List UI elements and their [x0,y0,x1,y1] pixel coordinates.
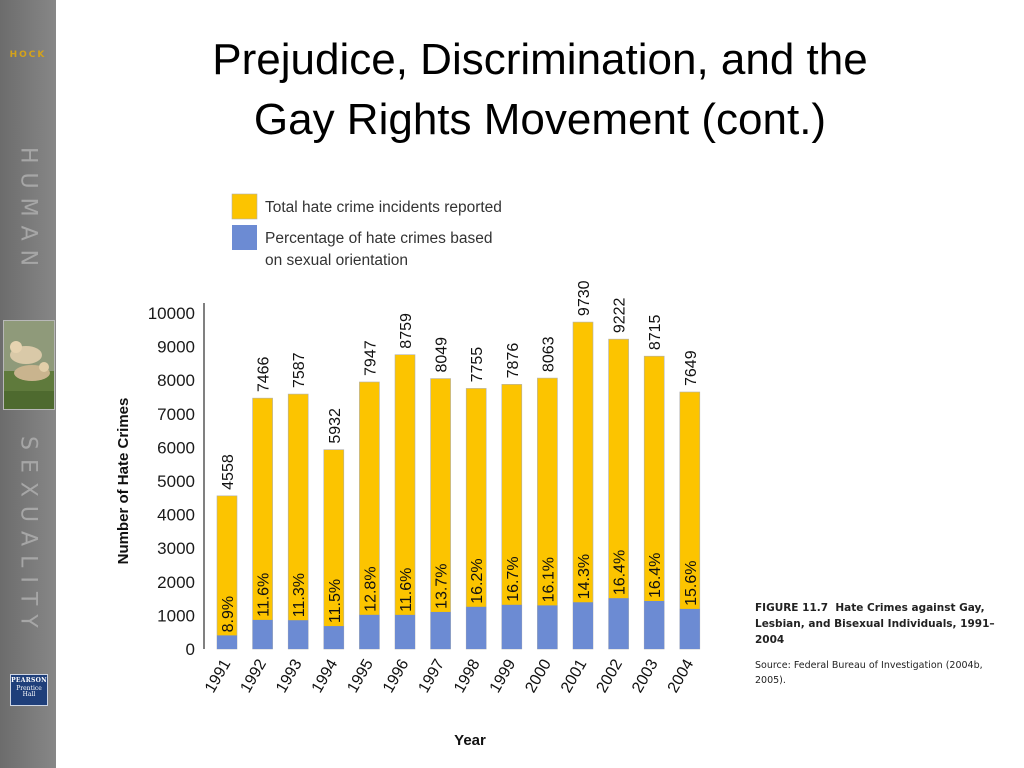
percentage-bar [252,619,273,649]
sidebar: HOCK HUMAN SEXUALITY PEARSON Prentice Ha… [0,0,56,768]
percentage-bar [395,614,415,649]
publisher-logo: PEARSON Prentice Hall [10,674,48,706]
x-tick-label: 1992 [238,656,271,695]
legend-swatch-percentage [232,225,257,250]
x-tick-label: 1998 [451,656,484,695]
percentage-bar [430,611,451,649]
x-tick-label: 1991 [202,656,235,695]
x-tick-label: 2002 [594,656,627,695]
x-tick-label: 1995 [344,656,377,695]
legend-label-percentage-line1: Percentage of hate crimes based [265,230,492,247]
percentage-value-label: 16.4% [647,553,664,598]
percentage-bar [537,605,558,649]
total-value-label: 4558 [220,454,237,490]
percentage-bar [573,602,593,649]
percentage-value-label: 8.9% [220,596,237,632]
y-tick-label: 10000 [148,304,195,323]
y-tick-label: 8000 [157,371,195,390]
x-tick-label: 1997 [416,656,449,695]
figure-caption-title: FIGURE 11.7 Hate Crimes against Gay, Les… [755,600,1000,648]
percentage-bar [644,600,665,649]
figure-caption: FIGURE 11.7 Hate Crimes against Gay, Les… [755,600,1000,688]
x-tick-label: 2001 [558,656,591,695]
percentage-value-label: 15.6% [683,561,700,606]
legend-label-total: Total hate crime incidents reported [265,199,502,216]
percentage-bar [217,635,237,649]
total-value-label: 7466 [256,356,273,392]
total-value-label: 7876 [505,343,522,379]
x-tick-label: 1993 [273,656,306,695]
x-tick-label: 1996 [380,656,413,695]
percentage-value-label: 16.7% [505,556,522,601]
y-tick-label: 3000 [157,539,195,558]
total-value-label: 7587 [291,352,308,388]
total-value-label: 8715 [647,314,664,350]
total-value-label: 5932 [327,408,344,444]
percentage-value-label: 16.4% [612,550,629,595]
y-tick-label: 5000 [157,472,195,491]
x-tick-label: 2000 [522,656,555,695]
percentage-value-label: 11.6% [398,568,415,612]
figure-title: Hate Crimes against Gay, Lesbian, and Bi… [755,602,995,646]
x-axis-title: Year [454,732,486,749]
book-title-word-human: HUMAN [15,147,41,276]
cover-photo [3,320,55,410]
percentage-bar [608,598,629,649]
percentage-bar [359,614,380,649]
y-tick-label: 0 [186,640,195,659]
total-value-label: 9730 [576,280,593,316]
total-value-label: 7755 [469,347,486,383]
total-value-label: 7649 [683,350,700,386]
slide-title-line2: Gay Rights Movement (cont.) [253,95,827,144]
figure-source: Source: Federal Bureau of Investigation … [755,660,983,686]
percentage-value-label: 11.6% [256,573,273,617]
total-value-label: 8049 [434,337,451,373]
publisher-logo-imprint: Prentice Hall [16,685,42,698]
percentage-bar [501,604,522,649]
slide-title-line1: Prejudice, Discrimination, and the [212,35,868,84]
slide-title: Prejudice, Discrimination, and the Gay R… [70,30,1010,150]
figure-label: FIGURE 11.7 [755,602,829,614]
y-tick-label: 7000 [157,405,195,424]
percentage-value-label: 11.5% [327,579,344,623]
total-value-label: 9222 [612,297,629,333]
publisher-logo-name: PEARSON [11,677,47,684]
percentage-bar [288,620,309,649]
percentage-bar [466,606,487,649]
y-tick-label: 4000 [157,506,195,525]
x-tick-label: 1999 [487,656,520,695]
percentage-bar [679,608,700,649]
x-tick-label: 1994 [309,656,342,695]
total-value-label: 7947 [362,340,379,376]
total-value-label: 8759 [398,313,415,349]
percentage-value-label: 12.8% [362,566,379,611]
percentage-value-label: 11.3% [291,573,308,617]
percentage-value-label: 16.2% [469,558,486,603]
total-value-label: 8063 [540,336,557,372]
y-tick-label: 1000 [157,606,195,625]
legend-swatch-total [231,193,258,220]
percentage-value-label: 13.7% [434,564,451,609]
y-tick-label: 9000 [157,338,195,357]
y-tick-label: 2000 [157,573,195,592]
x-tick-label: 2004 [665,656,698,695]
x-tick-label: 2003 [629,656,662,695]
book-title-word-sexuality: SEXUALITY [15,436,41,637]
percentage-value-label: 14.3% [576,554,593,599]
percentage-bar [323,626,344,649]
percentage-value-label: 16.1% [540,557,557,602]
author-label: HOCK [9,50,47,60]
y-tick-label: 6000 [157,438,195,457]
y-axis-title: Number of Hate Crimes [115,398,132,565]
legend-label-percentage-line2: on sexual orientation [265,252,408,269]
